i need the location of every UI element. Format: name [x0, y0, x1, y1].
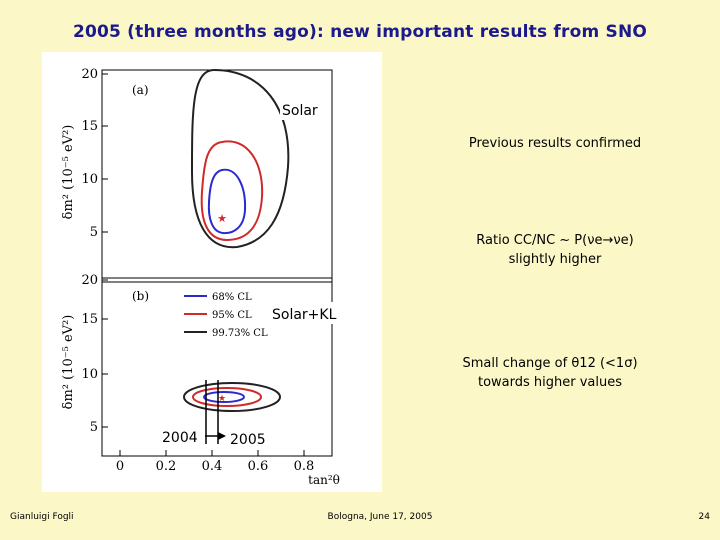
footer-venue-date: Bologna, June 17, 2005 — [327, 512, 433, 522]
ytick-a-20: 20 — [81, 67, 98, 82]
slide-title: 2005 (three months ago): new important r… — [72, 22, 648, 42]
label-2005: 2005 — [230, 432, 266, 448]
solar-label-bg — [280, 98, 324, 120]
legend-9973-label: 99.73% CL — [212, 328, 268, 339]
xtick-0-8: 0.8 — [294, 459, 315, 474]
ytick-a-10: 10 — [81, 172, 98, 187]
solar-kl-label: Solar+KL — [272, 307, 337, 323]
panel-b-frame — [101, 277, 333, 457]
contour-a-68 — [207, 168, 247, 235]
solar-kl-label-bg — [268, 302, 338, 324]
y-axis-label-a: δm² (10⁻⁵ eV²) — [61, 125, 76, 220]
panel-b-label: (b) — [132, 289, 149, 303]
oscillation-plot: 20 15 10 5 20 15 10 5 0 0.2 0.4 0.6 0.8 … — [42, 52, 382, 492]
contour-b-95 — [192, 387, 262, 407]
ytick-b-15: 15 — [81, 312, 98, 327]
page-number: 24 — [698, 512, 710, 522]
note-previous-results: Previous results confirmed — [468, 136, 642, 151]
legend-95-label: 95% CL — [212, 310, 252, 321]
contour-b-68 — [203, 391, 245, 403]
note-small-change-line1: Small change of θ12 (<1σ) — [462, 356, 638, 371]
best-fit-b-star: ★ — [218, 394, 226, 404]
arrow-head — [218, 432, 226, 440]
note-small-change-line2: towards higher values — [477, 375, 623, 390]
ytick-a-5: 5 — [90, 225, 98, 240]
x-axis-label: tan²θ — [308, 473, 340, 487]
xtick-0-2: 0.2 — [156, 459, 177, 474]
ytick-b-5: 5 — [90, 420, 98, 435]
best-fit-a-star: ★ — [217, 212, 227, 225]
oscillation-plot-svg: 20 15 10 5 20 15 10 5 0 0.2 0.4 0.6 0.8 … — [61, 67, 340, 487]
contour-a-9973 — [190, 68, 290, 249]
contour-b-9973 — [183, 382, 281, 412]
legend-68-label: 68% CL — [212, 292, 252, 303]
ytick-a-15: 15 — [81, 119, 98, 134]
solar-label: Solar — [282, 103, 318, 119]
ytick-b-10: 10 — [81, 367, 98, 382]
xtick-0: 0 — [116, 459, 124, 474]
panel-a-label: (a) — [132, 83, 149, 97]
note-ratio-line1: Ratio CC/NC ~ P(νe→νe) — [476, 233, 634, 248]
footer-author: Gianluigi Fogli — [10, 512, 74, 522]
note-ratio-line2: slightly higher — [508, 252, 602, 267]
ytick-b-20: 20 — [81, 273, 98, 288]
contour-a-95 — [200, 140, 264, 242]
y-axis-label-b: δm² (10⁻⁵ eV²) — [61, 315, 76, 410]
label-2004: 2004 — [162, 430, 198, 446]
xtick-0-4: 0.4 — [202, 459, 223, 474]
xtick-0-6: 0.6 — [248, 459, 269, 474]
